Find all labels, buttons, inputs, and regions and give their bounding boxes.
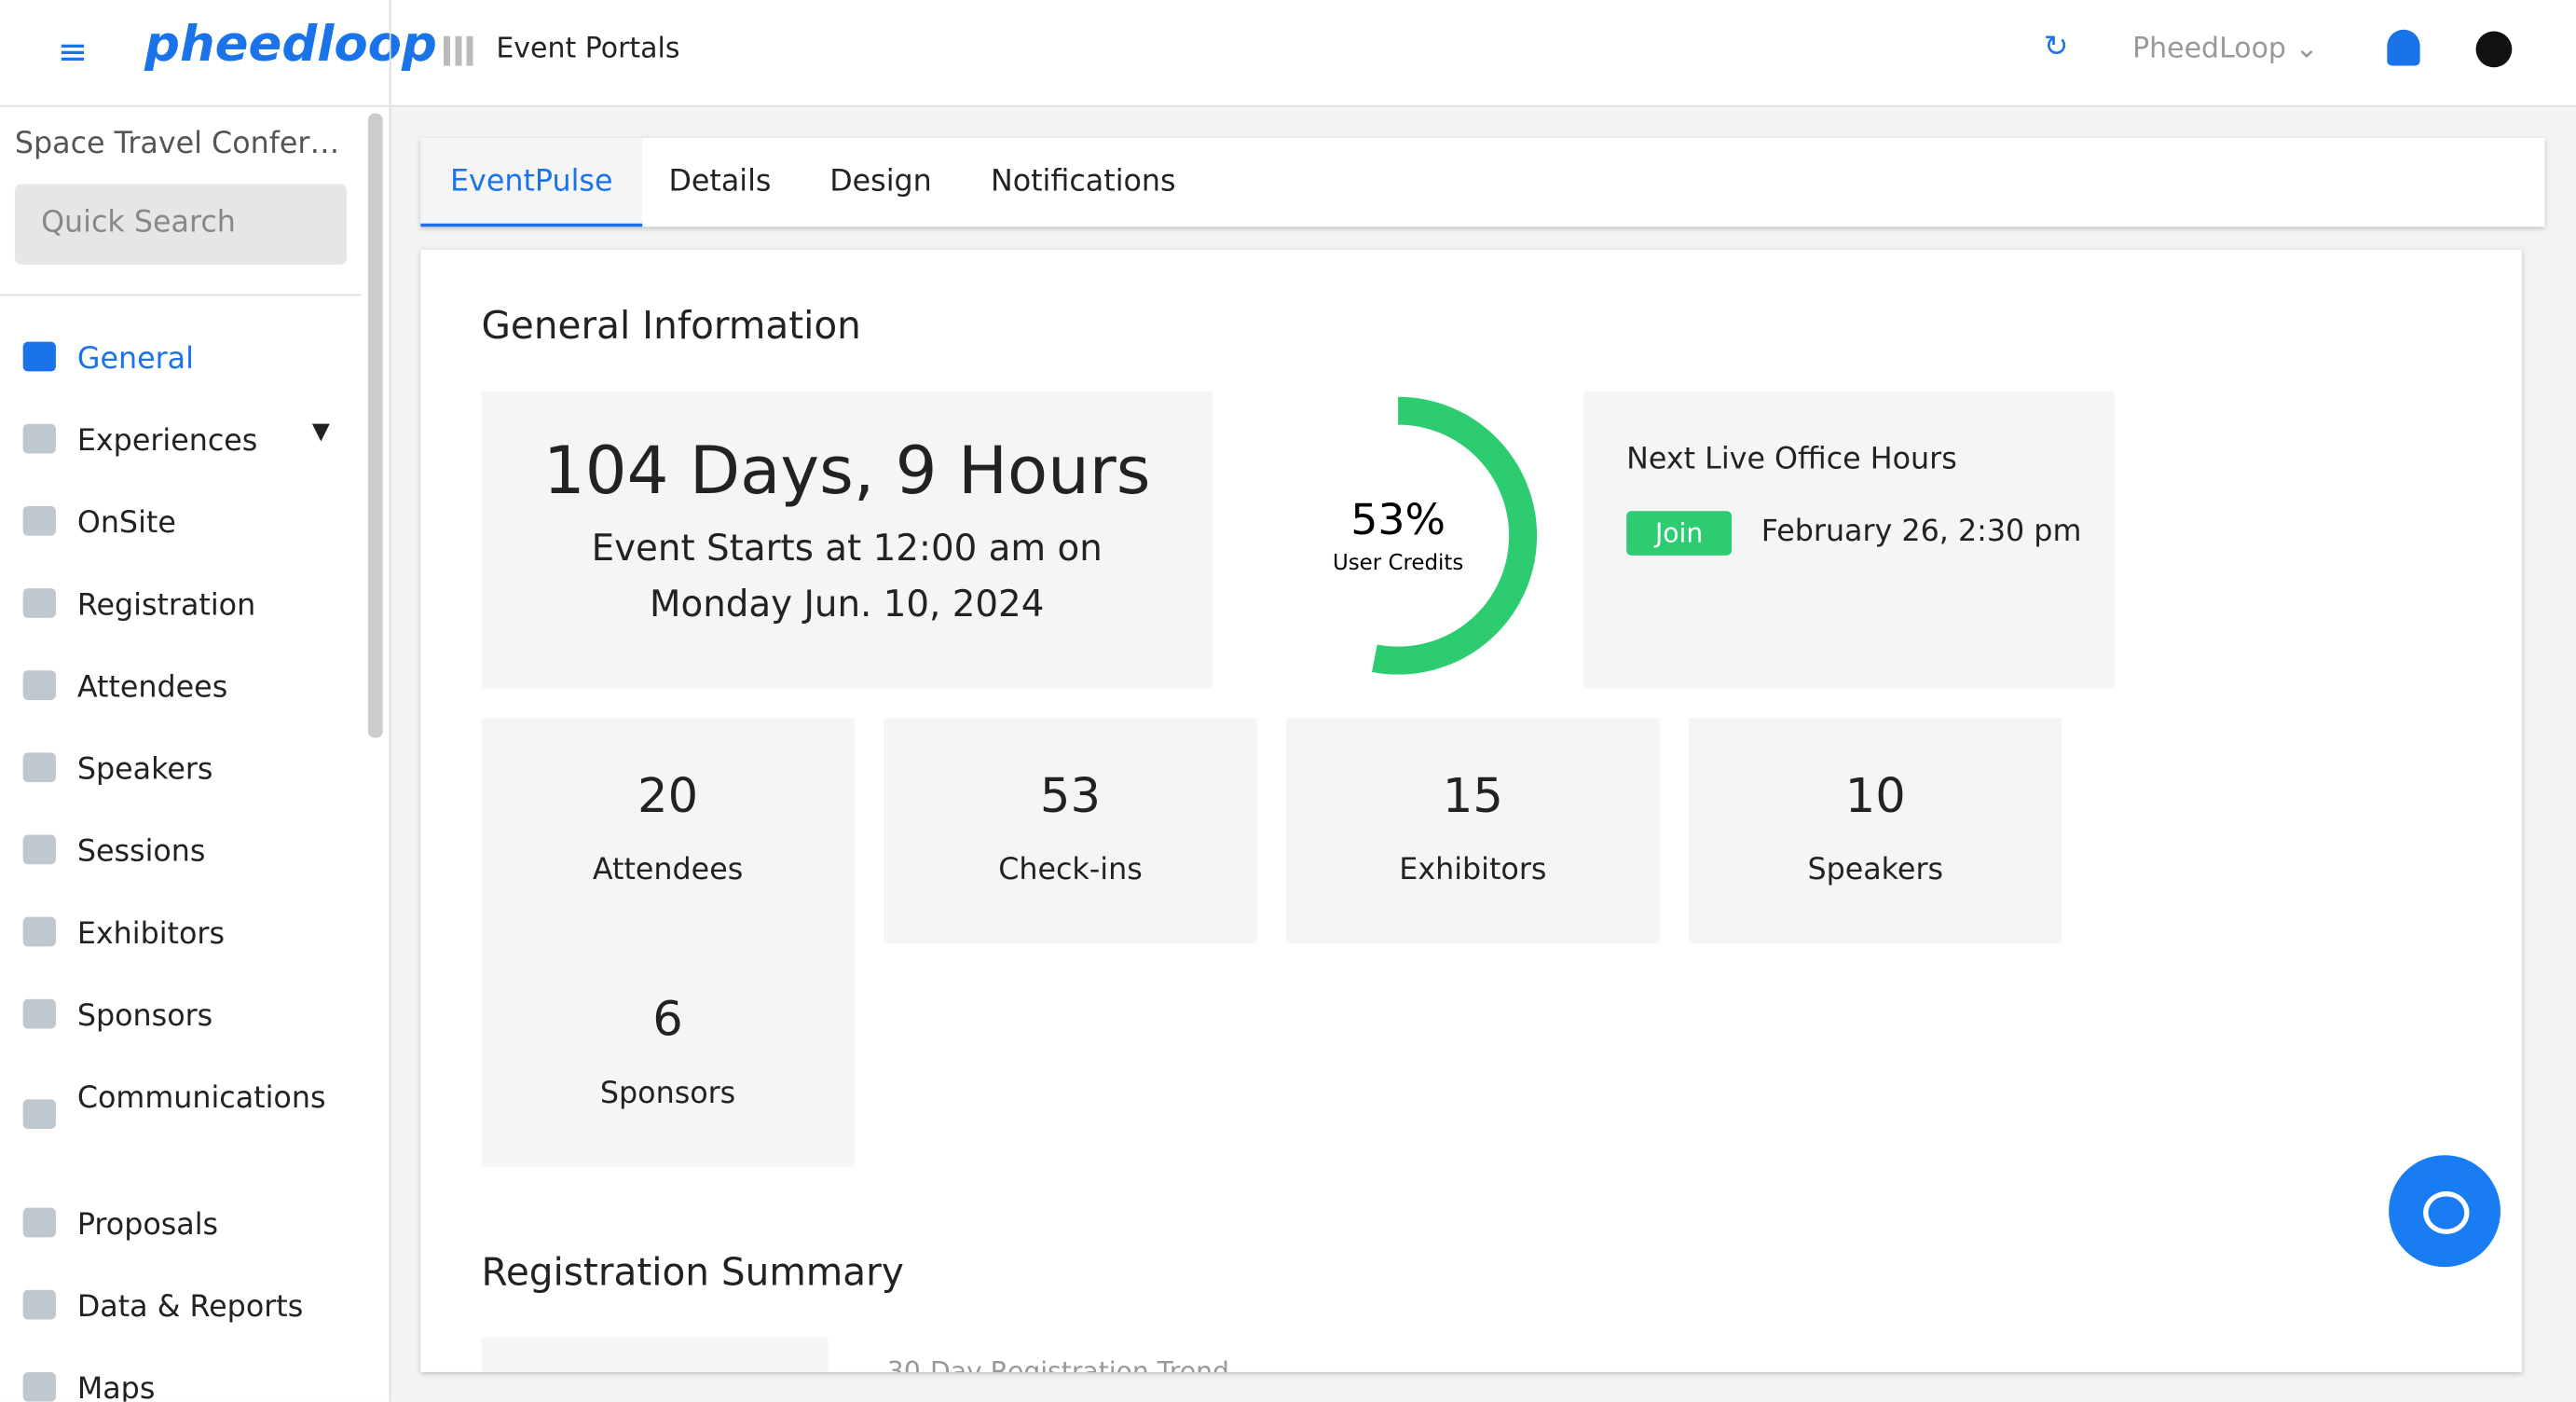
nav-icon [22, 670, 56, 700]
nav-label: Proposals [76, 1207, 219, 1243]
stat-card: 15 Exhibitors [1286, 718, 1660, 943]
nav-item[interactable]: OnSite [0, 502, 362, 546]
summary-card [481, 1337, 829, 1372]
countdown-card: 104 Days, 9 Hours Event Starts at 12:00 … [481, 391, 1213, 689]
nav-icon [22, 341, 56, 372]
nav-icon [22, 1289, 56, 1320]
nav-label: OnSite [76, 505, 176, 541]
apps-icon[interactable] [443, 35, 473, 66]
nav-item[interactable]: Maps [0, 1368, 362, 1402]
credits-gauge: 53% User Credits [1259, 396, 1538, 675]
nav-label: Communications [76, 1080, 326, 1116]
nav-item[interactable]: Registration [0, 584, 362, 628]
nav-label: Sessions [76, 834, 206, 870]
office-hours-title: Next Live Office Hours [1626, 442, 1957, 477]
stat-label: Speakers [1807, 852, 1944, 887]
nav-label: Registration [76, 588, 256, 624]
countdown: 104 Days, 9 Hours [542, 433, 1151, 510]
divider [0, 294, 362, 296]
nav-icon [22, 752, 56, 783]
divider [389, 0, 391, 105]
stat-value: 6 [652, 990, 683, 1047]
office-hours-card: Next Live Office Hours Join February 26,… [1583, 391, 2115, 689]
section-title: General Information [481, 305, 861, 349]
stat-label: Sponsors [599, 1076, 736, 1111]
nav-item[interactable]: Attendees [0, 666, 362, 710]
nav-item[interactable]: Speakers [0, 748, 362, 792]
nav-label: Speakers [76, 752, 213, 788]
nav-icon [22, 423, 56, 454]
tab[interactable]: Details [668, 164, 772, 199]
stat-label: Exhibitors [1399, 852, 1547, 887]
nav-item[interactable]: Experiences ▼ [0, 419, 362, 464]
nav-label: Maps [76, 1371, 156, 1402]
bell-icon[interactable] [2387, 29, 2420, 66]
nav-label: General [76, 341, 194, 377]
stat-label: Check-ins [998, 852, 1143, 887]
chat-button[interactable] [2389, 1155, 2501, 1268]
credits-caption: User Credits [1333, 551, 1463, 575]
scrollbar[interactable] [367, 113, 383, 738]
settings-icon[interactable] [2475, 31, 2513, 68]
stat-card: 53 Check-ins [884, 718, 1257, 943]
tab[interactable]: Notifications [990, 164, 1176, 199]
menu-button[interactable]: ≡ [57, 33, 89, 75]
join-button[interactable]: Join [1626, 511, 1732, 556]
stat-value: 53 [1039, 767, 1101, 824]
nav-icon [22, 1099, 56, 1130]
nav-item[interactable]: Proposals [0, 1203, 362, 1247]
stat-card: 6 Sponsors [481, 942, 855, 1167]
nav-icon [22, 916, 56, 947]
expand-arrow: ▼ [311, 419, 330, 446]
stat-card: 10 Speakers [1689, 718, 2062, 943]
section-title: Registration Summary [481, 1252, 904, 1296]
sidebar: Space Travel Confer… Quick Search Genera… [0, 106, 391, 1402]
nav-item[interactable]: Sessions [0, 830, 362, 874]
content-card: General Information 104 Days, 9 Hours Ev… [420, 249, 2522, 1372]
nav-icon [22, 1207, 56, 1238]
nav-label: Exhibitors [76, 916, 226, 952]
header: ≡ pheedloop Event Portals ↻ PheedLoop ⌄ [0, 0, 2576, 107]
nav-item[interactable]: Sponsors [0, 994, 362, 1038]
trend-title: 30-Day Registration Trend [886, 1355, 1229, 1372]
nav-icon [22, 998, 56, 1029]
nav-label: Sponsors [76, 998, 213, 1034]
stat-label: Attendees [592, 852, 744, 887]
tab[interactable]: EventPulse [420, 138, 643, 227]
nav-label: Attendees [76, 670, 228, 706]
nav-icon [22, 588, 56, 618]
refresh-icon[interactable]: ↻ [2043, 29, 2069, 64]
office-hours-date: February 26, 2:30 pm [1761, 514, 2082, 549]
nav-icon [22, 505, 56, 536]
event-name: Space Travel Confer… [14, 126, 340, 161]
nav-item[interactable]: Data & Reports [0, 1285, 362, 1330]
credits-label: 53% [1350, 494, 1446, 544]
event-start: Event Starts at 12:00 am on Monday Jun. … [591, 529, 1103, 626]
tab[interactable]: Design [829, 164, 932, 199]
nav-label: Experiences [76, 423, 258, 459]
logo[interactable]: pheedloop [144, 16, 437, 75]
account-name: PheedLoop [2132, 33, 2286, 66]
stat-card: 20 Attendees [481, 718, 855, 943]
tab-bar [420, 138, 2545, 227]
stat-value: 10 [1844, 767, 1906, 824]
stat-value: 20 [637, 767, 699, 824]
search-placeholder: Quick Search [41, 205, 236, 241]
quick-search[interactable]: Quick Search [14, 184, 347, 265]
nav-icon [22, 1371, 56, 1402]
nav-item[interactable]: Communications [0, 1077, 362, 1165]
portal-link[interactable]: Event Portals [496, 33, 680, 66]
nav-icon [22, 834, 56, 865]
stat-value: 15 [1442, 767, 1503, 824]
chat-icon [2423, 1191, 2470, 1234]
nav-item[interactable]: General [0, 337, 362, 381]
nav-label: Data & Reports [76, 1289, 304, 1325]
nav-item[interactable]: Exhibitors [0, 912, 362, 956]
credits-arc [1259, 396, 1538, 675]
account-menu[interactable]: PheedLoop ⌄ [2132, 33, 2319, 66]
